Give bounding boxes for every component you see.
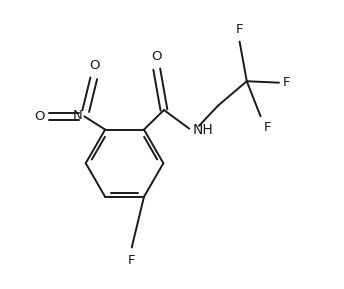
Text: F: F [282,76,290,89]
Text: O: O [89,59,100,72]
Text: F: F [236,23,243,36]
Text: NH: NH [192,123,213,137]
Text: F: F [128,254,136,267]
Text: O: O [34,110,45,123]
Text: F: F [264,121,271,134]
Text: O: O [151,50,162,63]
Text: N: N [73,109,83,122]
